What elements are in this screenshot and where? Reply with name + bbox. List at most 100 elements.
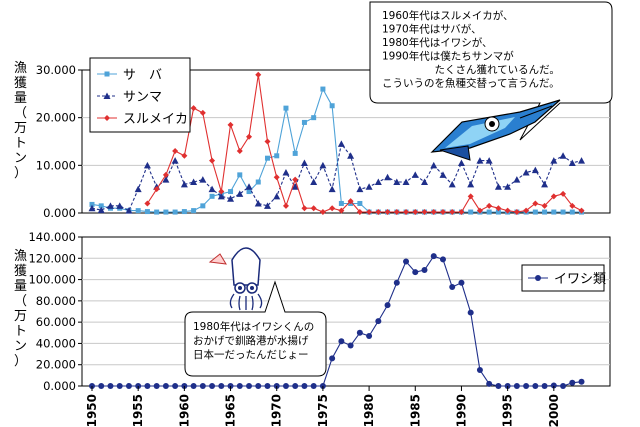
data-point [310,178,318,186]
data-point [310,205,317,212]
data-point [190,383,197,389]
data-point [430,253,437,260]
data-point [365,183,373,190]
legend-marker [535,275,541,281]
data-point [153,186,160,193]
data-point [542,209,548,215]
data-point [162,383,169,389]
y-tick-label: 60.000 [36,315,76,329]
data-point [421,266,428,273]
bottom-annotation-text: 1980年代はイワシくんのおかげで釧路港が水揚げ日本一だったんだじょー [193,320,314,361]
data-point [301,205,308,212]
legend-label: サンマ [123,90,162,105]
data-point [384,302,391,309]
data-point [504,207,511,214]
data-point [578,207,585,214]
data-point [227,195,235,202]
data-point [439,256,446,263]
data-point [199,109,206,116]
data-point [347,342,354,349]
data-point [209,383,216,389]
data-point [291,183,299,190]
data-point [246,133,253,140]
data-point [495,209,501,215]
data-point [190,178,198,186]
data-point [338,200,344,206]
data-point [458,279,465,286]
data-point [402,178,410,186]
data-point [458,209,465,216]
x-tick-label: 1985 [408,394,422,427]
data-point [476,157,484,164]
data-point [106,202,114,209]
data-point [356,185,364,193]
x-tick-label: 1955 [131,394,145,427]
data-point [523,383,530,389]
data-point [467,180,475,188]
data-point [393,279,400,286]
data-point [550,157,558,164]
top-annotation-text: 1960年代はスルメイカが、 1970年代はサバが、 1980年代はイワシが、 199… [382,9,560,90]
data-point [449,209,456,216]
y-tick-label: 120.000 [28,251,76,265]
data-point [228,189,234,195]
data-point [578,378,585,385]
data-point [476,207,483,214]
data-point [263,202,271,209]
x-tick-label: 1975 [316,394,330,427]
data-point [88,204,96,212]
data-point [329,103,335,109]
data-point [218,188,225,195]
data-point [310,383,317,389]
data-point [282,202,289,209]
data-point [107,383,114,389]
data-point [457,159,465,166]
data-point [356,329,363,336]
data-point [292,150,298,156]
data-point [328,185,336,193]
data-point [412,209,419,216]
data-point [282,383,289,389]
data-point [486,202,493,209]
data-point [172,148,179,155]
data-point [467,193,474,200]
data-point [430,209,437,216]
data-point [551,209,557,215]
data-point [255,383,262,389]
data-point [153,383,160,389]
bottom-legend: イワシ類 [521,264,606,292]
data-point [134,185,142,193]
data-point [357,200,363,206]
data-point [97,206,105,214]
x-tick-label: 1965 [224,394,238,427]
data-point [200,203,206,209]
data-point [338,207,345,214]
data-point [495,205,502,212]
data-point [486,209,492,215]
data-point [560,383,567,389]
data-point [283,105,289,111]
data-point [98,383,105,389]
data-point [236,383,243,389]
y-tick-label: 40.000 [36,336,76,350]
data-point [513,383,520,389]
data-point [411,171,419,178]
legend-marker [104,115,110,121]
data-point [181,152,188,159]
data-point [282,168,290,176]
data-point [144,209,150,215]
y-tick-label: 0.000 [43,206,76,220]
data-point [255,179,261,185]
bottom-plot-area [81,236,611,387]
data-point [449,284,456,291]
x-tick-label: 1990 [454,394,468,427]
series-サンマ [88,140,586,214]
data-point [98,203,104,209]
data-point [504,183,512,190]
x-tick-label: 1995 [501,394,515,427]
data-point [273,192,281,200]
data-point [320,86,326,92]
y-tick-label: 10.000 [36,158,76,172]
data-point [468,209,474,215]
data-point [486,380,493,387]
